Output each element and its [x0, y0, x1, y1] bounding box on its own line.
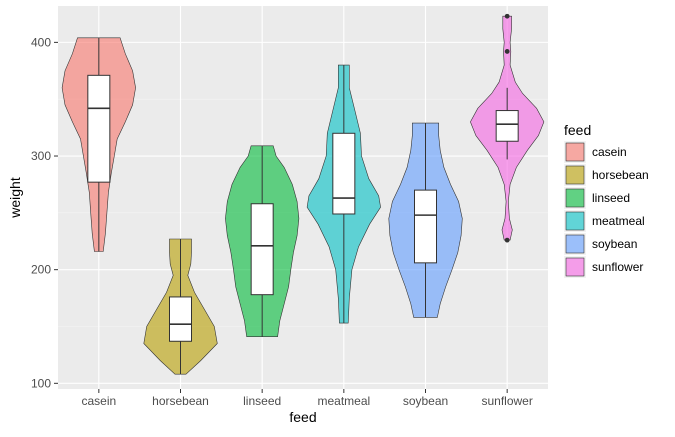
legend-swatch-horsebean — [565, 165, 585, 185]
outlier-point-sunflower — [504, 13, 510, 19]
legend-label: sunflower — [592, 260, 643, 274]
y-tick-label: 100 — [31, 376, 51, 390]
box-meatmeal — [332, 132, 356, 215]
outlier-point-sunflower — [504, 237, 510, 243]
plot-panel — [58, 6, 548, 389]
x-tick-label: horsebean — [152, 394, 209, 408]
x-tick-label: linseed — [243, 394, 281, 408]
x-tick-label: soybean — [403, 394, 448, 408]
legend-swatch-meatmeal — [565, 211, 585, 231]
x-tick-label: meatmeal — [317, 394, 370, 408]
legend-title: feed — [564, 122, 591, 138]
outlier-point-sunflower — [504, 49, 510, 54]
x-tick-label: casein — [81, 394, 116, 408]
y-tick-label: 400 — [31, 35, 51, 49]
box-sunflower — [495, 110, 519, 142]
box-horsebean — [169, 296, 192, 342]
legend-label: linseed — [592, 191, 630, 205]
box-casein — [87, 74, 111, 183]
legend-swatch-linseed — [565, 188, 585, 208]
x-tick-label: sunflower — [481, 394, 532, 408]
legend-label: meatmeal — [592, 214, 645, 228]
legend-label: casein — [592, 145, 627, 159]
legend-label: horsebean — [592, 168, 649, 182]
legend-swatch-sunflower — [565, 257, 585, 277]
box-linseed — [250, 203, 274, 296]
legend-swatch-soybean — [565, 234, 585, 254]
legend-label: soybean — [592, 237, 637, 251]
y-axis-title: weight — [7, 177, 23, 219]
y-tick-label: 300 — [31, 149, 51, 163]
x-axis-title: feed — [289, 409, 316, 425]
box-soybean — [414, 189, 437, 264]
legend-swatch-casein — [565, 142, 585, 162]
y-tick-label: 200 — [31, 263, 51, 277]
